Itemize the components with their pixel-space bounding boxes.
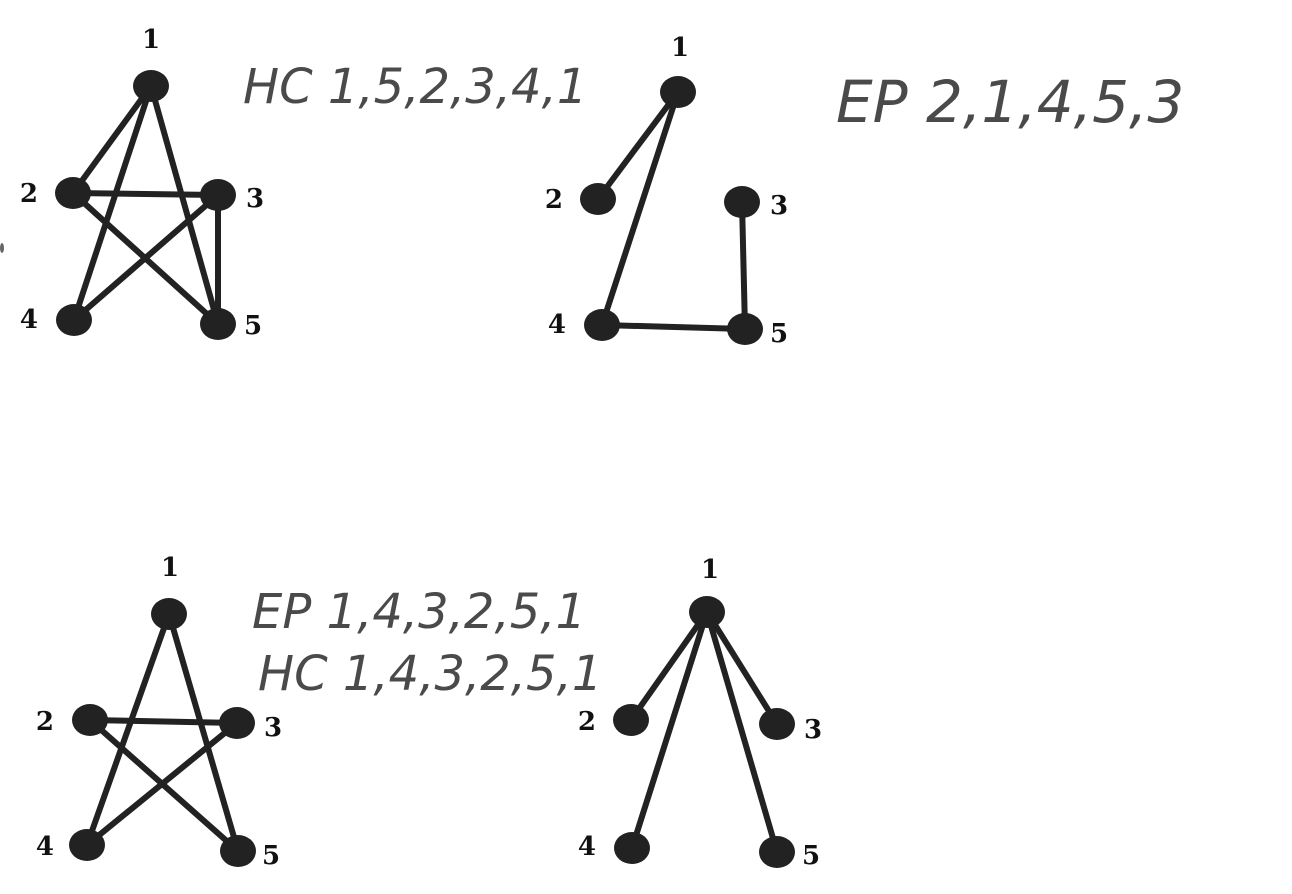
edge-2-3: [70, 190, 221, 198]
node-label-4: 4: [578, 832, 596, 862]
node-label-5: 5: [262, 841, 280, 871]
node-label-4: 4: [36, 832, 54, 862]
node-label-2: 2: [36, 707, 54, 737]
node-label-3: 3: [804, 715, 822, 745]
edge-4-5: [599, 322, 748, 332]
node-1: [689, 596, 725, 628]
node-5: [200, 308, 236, 340]
node-label-1: 1: [142, 25, 160, 55]
edge-1-5: [148, 83, 221, 327]
handwritten-annotation: HC 1,5,2,3,4,1: [243, 59, 587, 115]
node-label-5: 5: [802, 841, 820, 871]
node-label-4: 4: [548, 310, 566, 340]
handwritten-annotation: HC 1,4,3,2,5,1: [258, 646, 602, 702]
node-2: [613, 704, 649, 736]
edge-1-2: [70, 83, 154, 196]
node-3: [219, 707, 255, 739]
node-4: [56, 304, 92, 336]
edge-1-4: [71, 83, 154, 323]
node-label-4: 4: [20, 305, 38, 335]
node-5: [759, 836, 795, 868]
node-label-2: 2: [578, 707, 596, 737]
edge-3-4: [71, 192, 221, 323]
edge-1-4: [599, 89, 681, 328]
graph-bottom-right: 1 2 3 4 5: [578, 555, 822, 871]
edge-3-4: [84, 720, 240, 848]
graph-bottom-left: 1 2 3 4 5 EP 1,4,3,2,5,1 HC 1,4,3,2,5,1: [36, 553, 602, 871]
node-3: [200, 179, 236, 211]
node-4: [584, 309, 620, 341]
edge-1-2: [628, 609, 710, 723]
node-label-3: 3: [770, 191, 788, 221]
node-label-3: 3: [246, 184, 264, 214]
edge-2-3: [87, 717, 240, 726]
node-2: [55, 177, 91, 209]
node-5: [727, 313, 763, 345]
node-label-2: 2: [545, 185, 563, 215]
node-1: [660, 76, 696, 108]
node-3: [724, 186, 760, 218]
node-4: [69, 829, 105, 861]
node-3: [759, 708, 795, 740]
node-label-1: 1: [671, 33, 689, 63]
edge-1-4: [84, 611, 172, 848]
node-2: [72, 704, 108, 736]
node-label-1: 1: [161, 553, 179, 583]
edge-1-5: [166, 611, 241, 854]
node-label-3: 3: [264, 713, 282, 743]
edge-1-4: [629, 609, 710, 851]
stray-mark: [0, 243, 4, 253]
node-1: [151, 598, 187, 630]
handwritten-annotation: EP 1,4,3,2,5,1: [252, 584, 586, 640]
node-4: [614, 832, 650, 864]
edge-1-3: [704, 609, 780, 727]
graph-top-right: 1 2 3 4 5 EP 2,1,4,5,3: [545, 33, 1184, 349]
node-2: [580, 183, 616, 215]
node-1: [133, 70, 169, 102]
node-label-2: 2: [20, 179, 38, 209]
node-label-5: 5: [770, 319, 788, 349]
edge-1-2: [595, 89, 681, 202]
node-label-5: 5: [244, 311, 262, 341]
edge-3-5: [739, 199, 748, 332]
handwritten-annotation: EP 2,1,4,5,3: [836, 68, 1184, 136]
node-label-1: 1: [701, 555, 719, 585]
node-5: [220, 835, 256, 867]
graph-top-left: 1 2 3 4 5 HC 1,5,2,3,4,1: [20, 25, 587, 341]
edge-1-5: [704, 609, 780, 855]
